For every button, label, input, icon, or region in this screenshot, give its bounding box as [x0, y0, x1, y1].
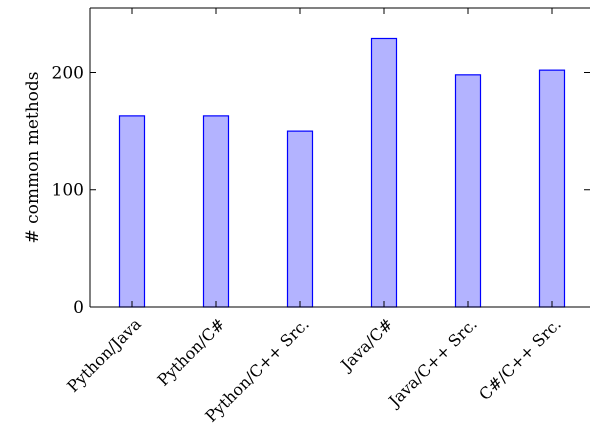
bar-2: [202, 115, 230, 308]
bar-3: [286, 130, 314, 308]
x-tick-label-4: Java/C#: [336, 314, 397, 375]
x-tick-label-6: C#/C++ Src.: [475, 314, 565, 404]
axes-group: [89, 7, 590, 308]
bar-1: [118, 115, 146, 308]
y-tick-label-0: 0: [73, 298, 84, 318]
x-tick-label-1: Python/Java: [63, 314, 145, 396]
x-tick-label-5: Java/C++ Src.: [383, 314, 480, 411]
y-ticks-group: 0 100 200: [52, 63, 590, 318]
bars-group: [118, 37, 566, 308]
x-tick-label-2: Python/C#: [154, 314, 229, 389]
bar-4: [370, 37, 398, 308]
y-axis-label: # common methods: [23, 71, 43, 243]
bar-5: [454, 74, 482, 308]
y-tick-label-200: 200: [52, 63, 84, 83]
bar-6: [538, 69, 566, 308]
y-tick-label-100: 100: [52, 181, 84, 201]
